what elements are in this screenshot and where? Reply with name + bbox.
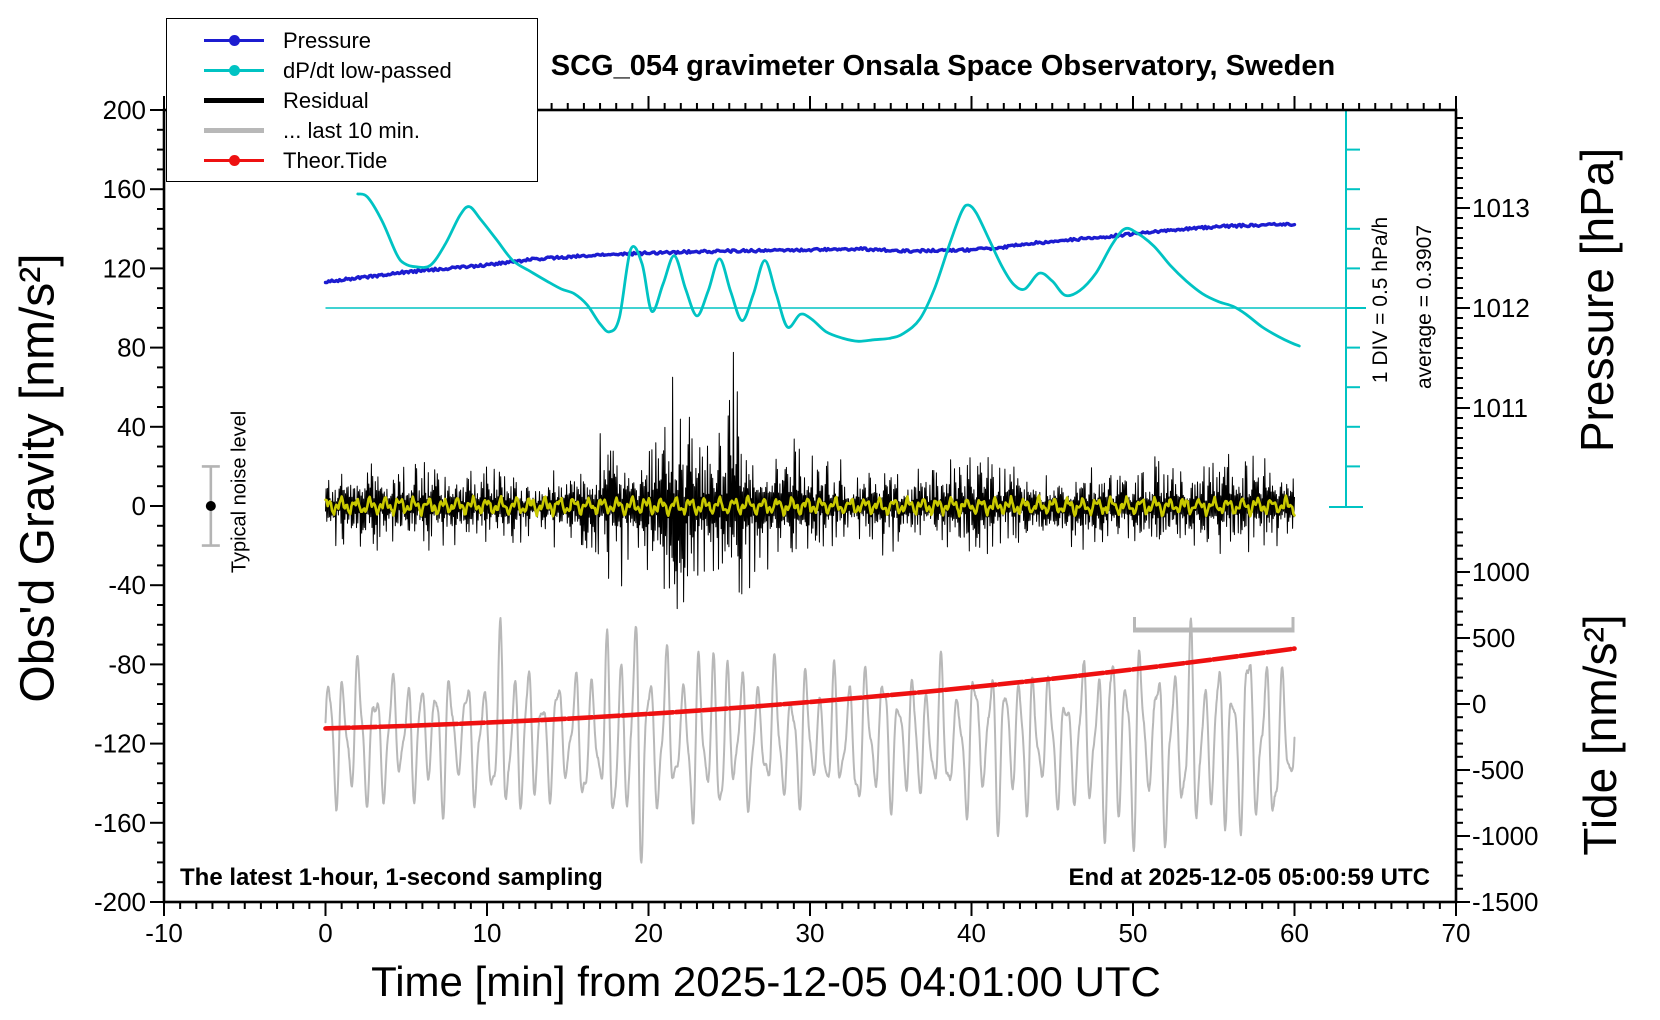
tick-label: 1012 xyxy=(1472,293,1530,323)
tick-label: 120 xyxy=(103,253,146,283)
typical-noise-marker xyxy=(201,465,220,547)
noise-level-dot xyxy=(205,501,216,511)
chart-title: SCG_054 gravimeter Onsala Space Observat… xyxy=(550,50,1336,82)
typical-noise-level-label: Typical noise level xyxy=(228,410,251,574)
tick-label: -120 xyxy=(94,729,146,759)
legend-item-pressure: Pressure xyxy=(167,25,537,55)
tide-axis-title: Tide [nm/s²] xyxy=(1574,614,1626,856)
tick-label: -500 xyxy=(1472,755,1524,785)
tick-label: 40 xyxy=(117,412,146,442)
legend-label: Theor.Tide xyxy=(283,148,388,173)
tick-label: -80 xyxy=(108,649,146,679)
tick-label: 60 xyxy=(1280,918,1309,948)
legend-item-dpdt: dP/dt low-passed xyxy=(167,55,537,85)
theor-tide-curve xyxy=(323,646,1297,731)
tick-label: -200 xyxy=(94,887,146,917)
gravity-axis-title: Obs'd Gravity [nm/s²] xyxy=(11,253,65,703)
residual-lowpass-curve xyxy=(324,494,1296,518)
axes-frame: -10 0 10 20 30 40 50 60 70 200 160 120 80 40 0 -40 -80 -1… xyxy=(94,95,1539,948)
tick-label: 1011 xyxy=(1472,393,1528,423)
sampling-note: The latest 1-hour, 1-second sampling xyxy=(180,864,603,891)
dpdt-line-sample-icon xyxy=(204,55,264,85)
tick-label: -160 xyxy=(94,808,146,838)
legend-item-theor-tide: Theor.Tide xyxy=(167,145,537,175)
legend-label: ... last 10 min. xyxy=(283,118,420,143)
tick-label: 30 xyxy=(796,918,825,948)
last10-line-sample-icon xyxy=(204,115,264,145)
pressure-line-sample-icon xyxy=(204,25,264,55)
tick-label: 40 xyxy=(957,918,986,948)
dpdt-curve xyxy=(356,192,1301,348)
tick-label: 70 xyxy=(1442,918,1471,948)
tick-label: -1500 xyxy=(1472,887,1539,917)
residual-line-sample-icon xyxy=(204,85,264,115)
tick-label: 10 xyxy=(473,918,502,948)
legend-box: Pressure dP/dt low-passed Residual ... l… xyxy=(166,18,538,182)
legend-label: dP/dt low-passed xyxy=(283,58,452,83)
tick-label: -40 xyxy=(108,570,146,600)
tick-label: -10 xyxy=(145,918,183,948)
tick-label: 50 xyxy=(1119,918,1148,948)
dpdt-div-axis xyxy=(1329,110,1366,508)
tick-label: 0 xyxy=(318,918,332,948)
tick-label: 1013 xyxy=(1472,193,1530,223)
legend-label: Residual xyxy=(283,88,369,113)
last-10-min-curve xyxy=(324,617,1296,864)
tick-label: 500 xyxy=(1472,623,1515,653)
tick-label: 20 xyxy=(634,918,663,948)
tick-label: 1000 xyxy=(1472,557,1530,587)
tick-label: 0 xyxy=(1472,689,1486,719)
tick-label: 0 xyxy=(132,491,146,521)
theor-tide-line-sample-icon xyxy=(204,145,264,175)
tick-label: 160 xyxy=(103,174,146,204)
pressure-curve xyxy=(323,221,1297,285)
legend-item-residual: Residual xyxy=(167,85,537,115)
tick-label: 80 xyxy=(117,333,146,363)
average-note: average = 0.3907 xyxy=(1413,224,1436,390)
residual-curve xyxy=(325,351,1295,610)
div-scale-note: 1 DIV = 0.5 hPa/h xyxy=(1369,216,1392,384)
end-time-note: End at 2025-12-05 05:00:59 UTC xyxy=(1068,864,1431,891)
tick-label: -1000 xyxy=(1472,821,1539,851)
x-axis-title: Time [min] from 2025-12-05 04:01:00 UTC xyxy=(371,958,1161,1005)
pressure-axis-title: Pressure [hPa] xyxy=(1571,147,1623,453)
legend-label: Pressure xyxy=(283,28,372,53)
legend-item-last10: ... last 10 min. xyxy=(167,115,537,145)
tick-label: 200 xyxy=(103,95,146,125)
last-10-min-bar xyxy=(1133,617,1295,633)
